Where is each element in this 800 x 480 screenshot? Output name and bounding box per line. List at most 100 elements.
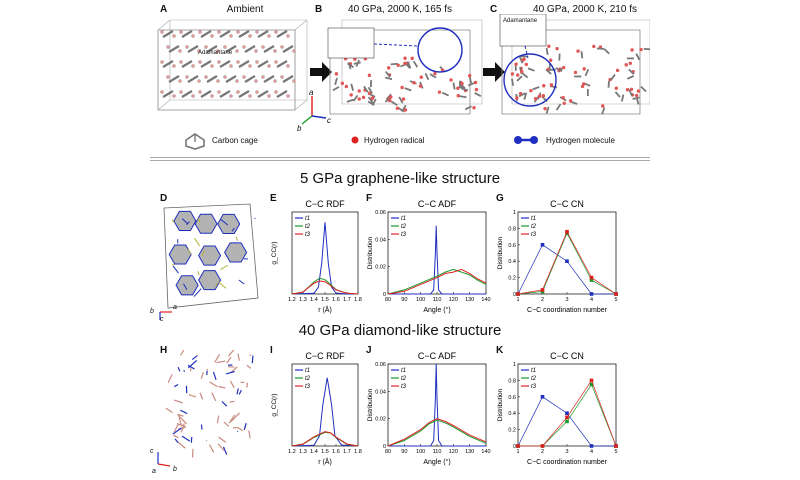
hydrogen-radical bbox=[361, 95, 366, 100]
hydrogen-radical bbox=[367, 91, 372, 96]
hydrogen-atom bbox=[179, 60, 183, 64]
x-tick-label: 120 bbox=[449, 297, 458, 303]
carbon-bond bbox=[276, 30, 288, 38]
x-tick-label: 100 bbox=[416, 449, 425, 455]
carbon-bond bbox=[215, 282, 218, 287]
x-tick-label: 1.6 bbox=[332, 449, 340, 455]
x-tick-label: 1.7 bbox=[343, 449, 351, 455]
data-point-t3 bbox=[565, 415, 569, 420]
carbon-bond bbox=[177, 366, 181, 372]
x-tick-label: 110 bbox=[433, 297, 442, 303]
carbon-bond bbox=[197, 271, 200, 276]
hydrogen-atom bbox=[217, 30, 221, 34]
x-tick-label: 3 bbox=[565, 297, 568, 303]
hydrogen-atom bbox=[216, 79, 220, 83]
hydrogen-radical bbox=[396, 63, 400, 67]
carbon-bond bbox=[404, 87, 412, 92]
hydrogen-radical bbox=[639, 47, 643, 52]
carbon-bond bbox=[187, 360, 198, 369]
axis-label-a: a bbox=[309, 88, 314, 97]
hydrogen-radical bbox=[357, 97, 361, 101]
carbon-bond bbox=[238, 389, 242, 395]
carbon-bond bbox=[519, 56, 524, 64]
legend-label-t1: t1 bbox=[305, 368, 310, 374]
hydrogen-atom bbox=[274, 90, 278, 94]
hydrogen-atom bbox=[273, 49, 277, 53]
data-point-t3 bbox=[516, 292, 520, 296]
carbon-bond bbox=[459, 95, 467, 99]
data-point-t2 bbox=[589, 382, 594, 387]
data-point-t3 bbox=[614, 444, 618, 448]
legend-hydrogen-radical: Hydrogen radical bbox=[364, 136, 425, 145]
carbon-bond bbox=[174, 438, 179, 444]
carbon-bond bbox=[200, 30, 212, 38]
carbon-bond bbox=[172, 427, 182, 435]
y-tick-label: 0.8 bbox=[508, 378, 516, 384]
hydrogen-radical bbox=[543, 106, 547, 111]
y-tick-label: 0.02 bbox=[375, 265, 386, 271]
y-tick-label: 0 bbox=[513, 292, 516, 298]
y-axis-label: g_CC(r) bbox=[271, 393, 278, 416]
carbon-bond bbox=[628, 68, 635, 75]
legend-label-t3: t3 bbox=[401, 384, 407, 390]
hydrogen-atom bbox=[210, 34, 214, 38]
x-axis-label: C−C coordination number bbox=[527, 307, 608, 314]
data-point-t3 bbox=[589, 378, 594, 383]
inset-label-b: Adamantane bbox=[198, 50, 233, 56]
hydrogen-radical bbox=[474, 87, 479, 92]
hydrogen-atom bbox=[267, 94, 271, 98]
carbon-bond bbox=[229, 400, 235, 403]
carbon-bond bbox=[251, 355, 254, 364]
legend-label-t2: t2 bbox=[305, 224, 311, 230]
hydrogen-atom bbox=[236, 90, 240, 94]
hydrogen-radical bbox=[582, 67, 586, 71]
graphene-ring bbox=[198, 270, 222, 291]
hydrogen-atom bbox=[255, 60, 259, 64]
y-tick-label: 0.02 bbox=[375, 417, 386, 423]
carbon-bond bbox=[218, 281, 227, 289]
carbon-bond bbox=[464, 105, 472, 111]
hydrogen-atom bbox=[198, 90, 202, 94]
carbon-bond bbox=[257, 60, 269, 68]
chart-j-adf: C−C ADF 80 90 100 110 120 130 140 0 0.02 0.04 0.06 A… bbox=[364, 350, 492, 473]
hydrogen-radical bbox=[334, 72, 339, 76]
hydrogen-atom bbox=[235, 49, 239, 53]
carbon-bond bbox=[219, 90, 231, 98]
hydrogen-radical bbox=[630, 48, 634, 52]
carbon-bond bbox=[276, 60, 288, 68]
carbon-bond bbox=[173, 434, 179, 439]
hydrogen-radical bbox=[636, 89, 641, 93]
y-tick-label: 1 bbox=[513, 362, 516, 368]
x-tick-label: 1.8 bbox=[354, 449, 362, 455]
carbon-bond bbox=[367, 96, 374, 104]
hydrogen-atom bbox=[254, 49, 258, 53]
y-axis-label: Distribution bbox=[497, 388, 504, 421]
data-point-t1 bbox=[540, 395, 545, 399]
hydrogen-atom bbox=[210, 64, 214, 68]
axis-label-c: c bbox=[327, 116, 331, 125]
carbon-bond bbox=[346, 98, 354, 103]
hydrogen-radical bbox=[467, 73, 472, 78]
carbon-bond bbox=[218, 436, 227, 443]
panel-letter-k: K bbox=[496, 345, 504, 356]
legend-label-t2: t2 bbox=[401, 224, 407, 230]
chart-title: C−C ADF bbox=[418, 351, 457, 361]
carbon-bond bbox=[249, 354, 252, 357]
carbon-bond bbox=[532, 86, 540, 91]
carbon-bond bbox=[610, 74, 616, 81]
carbon-bond bbox=[226, 356, 232, 364]
hydrogen-radical bbox=[629, 87, 634, 92]
carbon-bond bbox=[614, 91, 621, 98]
x-tick-label: 120 bbox=[449, 449, 458, 455]
carbon-bond bbox=[168, 45, 180, 53]
carbon-bond bbox=[628, 89, 633, 97]
x-tick-label: 1.4 bbox=[310, 297, 318, 303]
y-tick-label: 0.4 bbox=[508, 259, 516, 265]
hydrogen-atom bbox=[223, 45, 227, 49]
y-tick-label: 0.8 bbox=[508, 226, 516, 232]
hydrogen-atom bbox=[216, 49, 220, 53]
struct-h-axis-a: a bbox=[152, 468, 156, 475]
carbon-bond bbox=[181, 435, 191, 442]
carbon-bond bbox=[235, 236, 239, 241]
legend-label-t3: t3 bbox=[305, 384, 311, 390]
